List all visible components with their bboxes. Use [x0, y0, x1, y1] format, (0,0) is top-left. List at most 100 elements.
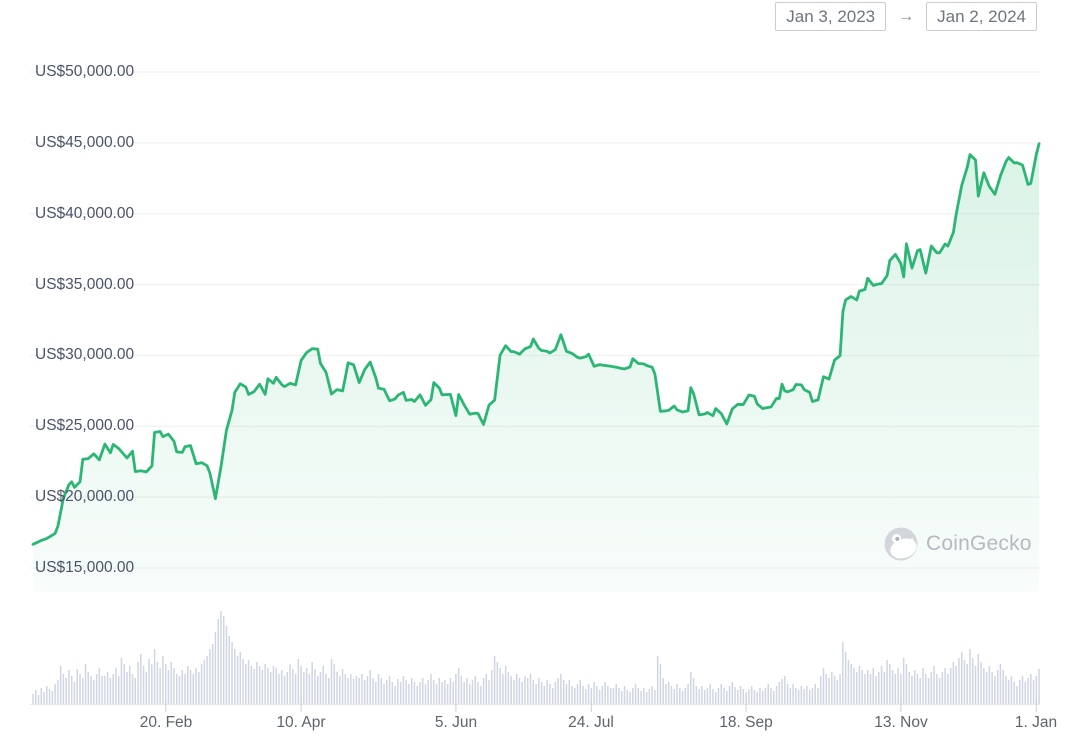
- volume-bar: [598, 690, 601, 704]
- price-line: [31, 142, 1041, 546]
- volume-bar: [40, 688, 43, 704]
- volume-bar: [676, 684, 678, 704]
- volume-bar: [200, 664, 203, 704]
- volume-bar: [861, 670, 863, 704]
- volume-bar: [947, 674, 949, 704]
- volume-bar: [460, 676, 463, 704]
- volume-bar: [1002, 670, 1004, 704]
- volume-bar: [540, 682, 543, 704]
- volume-bar: [289, 664, 291, 704]
- volume-bar: [283, 676, 286, 704]
- volume-bar: [891, 670, 894, 704]
- volume-bar: [991, 672, 993, 704]
- volume-bar: [734, 687, 736, 704]
- volume-bar: [402, 676, 405, 704]
- volume-bar: [872, 668, 875, 704]
- volume-bar: [339, 676, 341, 704]
- volume-bar: [234, 649, 236, 704]
- volume-bar: [1007, 680, 1010, 704]
- volume-bar: [300, 666, 302, 704]
- volume-bar: [480, 686, 482, 704]
- volume-bar: [435, 684, 438, 704]
- volume-bar: [269, 672, 272, 704]
- volume-bar: [79, 674, 81, 704]
- volume-bar: [679, 688, 681, 704]
- volume-bar: [311, 662, 313, 704]
- volume-bar: [115, 668, 117, 704]
- volume-bar: [905, 664, 908, 704]
- volume-bar: [612, 688, 615, 704]
- volume-bar: [535, 684, 537, 704]
- volume-bar: [753, 690, 756, 704]
- volume-bar: [538, 678, 540, 704]
- volume-bar: [770, 688, 772, 704]
- volume-bar: [795, 688, 797, 704]
- y-axis-label: US$50,000.00: [35, 63, 135, 80]
- volume-bar: [607, 686, 609, 704]
- volume-bar: [438, 678, 441, 704]
- volume-bar: [73, 682, 76, 704]
- volume-bar: [690, 672, 692, 704]
- volume-bar: [706, 688, 709, 704]
- volume-bar: [305, 668, 308, 704]
- volume-bar: [662, 678, 664, 704]
- volume-bar: [413, 682, 416, 704]
- volume-bar: [938, 678, 941, 704]
- volume-bar: [532, 680, 535, 704]
- volume-bar: [994, 676, 996, 704]
- volume-bar: [167, 670, 170, 704]
- volume-bar: [618, 688, 620, 704]
- volume-bar: [330, 659, 333, 704]
- end-date-input[interactable]: Jan 2, 2024: [926, 2, 1037, 31]
- volume-bar: [399, 682, 402, 704]
- volume-bar: [424, 684, 427, 704]
- volume-bar: [714, 692, 717, 704]
- volume-bar: [640, 691, 642, 704]
- volume-bar: [374, 682, 377, 704]
- volume-bar: [709, 684, 711, 704]
- volume-bar: [261, 670, 264, 704]
- volume-bar: [502, 674, 504, 704]
- volume-bar: [137, 662, 139, 704]
- volume-bar: [341, 669, 344, 704]
- volume-bar: [87, 672, 90, 704]
- volume-bar: [803, 689, 805, 704]
- volume-bar: [164, 664, 167, 704]
- volume-bar: [521, 682, 523, 704]
- volume-bar: [587, 684, 590, 704]
- volume-bar: [551, 688, 554, 704]
- volume-bar: [112, 674, 114, 704]
- start-date-input[interactable]: Jan 3, 2023: [775, 2, 887, 31]
- volume-bar: [57, 680, 59, 704]
- volume-bar: [126, 672, 128, 704]
- volume-bar: [427, 680, 429, 704]
- volume-bar: [170, 662, 172, 704]
- volume-bar: [972, 658, 974, 704]
- volume-bar: [543, 686, 546, 704]
- volume-bar: [264, 664, 266, 704]
- volume-bar: [156, 662, 159, 704]
- coingecko-watermark: CoinGecko: [884, 527, 1032, 561]
- watermark-label: CoinGecko: [926, 532, 1032, 555]
- volume-bar: [76, 669, 78, 704]
- volume-bar: [485, 674, 488, 704]
- volume-bar: [634, 684, 637, 704]
- volume-bar: [35, 690, 37, 704]
- volume-bar: [68, 670, 70, 704]
- volume-bar: [82, 678, 84, 704]
- volume-bar: [800, 686, 803, 704]
- volume-bar: [247, 660, 250, 704]
- volume-bar: [366, 676, 369, 704]
- volume-bar: [192, 674, 195, 704]
- y-axis-label: US$30,000.00: [35, 346, 135, 363]
- volume-bar: [314, 669, 316, 704]
- volume-bar: [894, 674, 897, 704]
- volume-bar: [773, 691, 775, 704]
- volume-bar: [471, 680, 474, 704]
- volume-bar: [839, 674, 841, 704]
- volume-bar: [134, 678, 137, 704]
- volume-bar: [104, 676, 106, 704]
- volume-bar: [695, 686, 698, 704]
- volume-bar: [750, 686, 753, 704]
